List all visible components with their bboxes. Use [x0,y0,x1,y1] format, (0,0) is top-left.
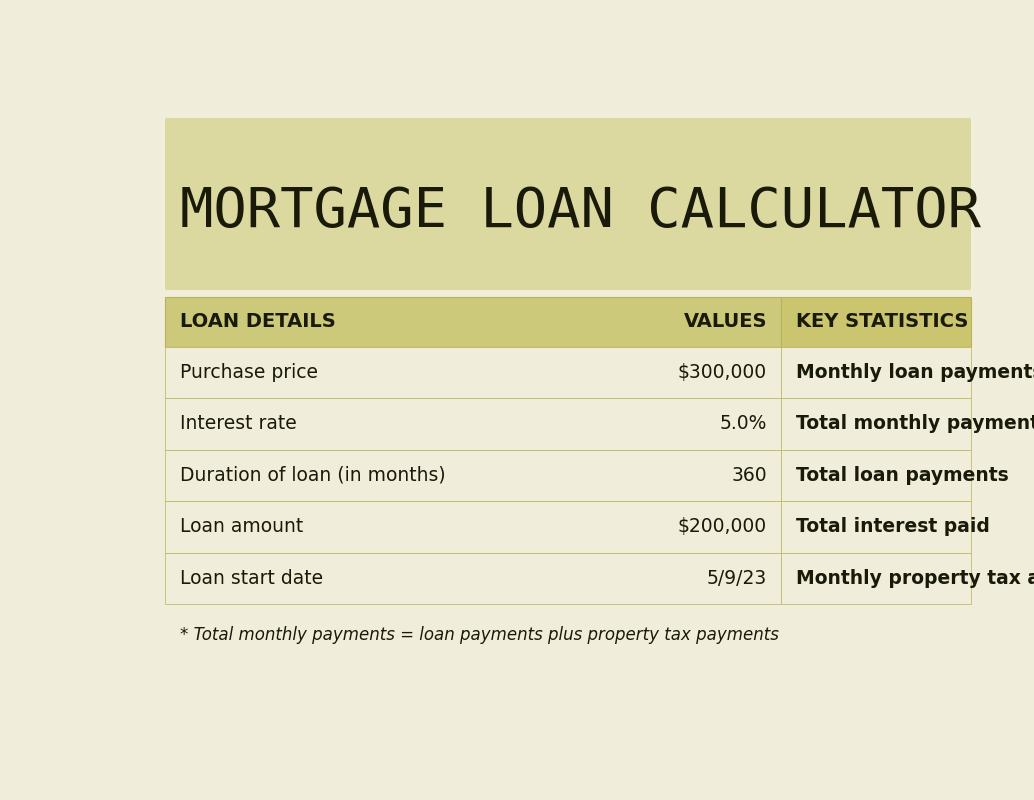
Bar [165,501,782,553]
Bar [165,553,782,604]
Bar [165,118,971,290]
Text: $300,000: $300,000 [678,362,767,382]
Bar [782,553,971,604]
Text: Monthly property tax a: Monthly property tax a [796,569,1034,588]
Bar [782,298,971,346]
Text: KEY STATISTICS: KEY STATISTICS [796,313,968,331]
Text: Purchase price: Purchase price [180,362,317,382]
Bar [782,450,971,501]
Bar [165,346,782,398]
Text: Loan start date: Loan start date [180,569,323,588]
Text: Loan amount: Loan amount [180,518,303,536]
Text: VALUES: VALUES [683,313,767,331]
Text: Total loan payments: Total loan payments [796,466,1008,485]
Bar [782,501,971,553]
Bar [782,398,971,450]
Text: Total monthly payments*: Total monthly payments* [796,414,1034,434]
Text: 5.0%: 5.0% [720,414,767,434]
Text: 360: 360 [731,466,767,485]
Bar [782,346,971,398]
Bar [165,298,782,346]
Text: 5/9/23: 5/9/23 [706,569,767,588]
Bar [165,398,782,450]
Text: Monthly loan payments: Monthly loan payments [796,362,1034,382]
Text: MORTGAGE LOAN CALCULATOR: MORTGAGE LOAN CALCULATOR [180,186,980,239]
Text: Interest rate: Interest rate [180,414,297,434]
Text: * Total monthly payments = loan payments plus property tax payments: * Total monthly payments = loan payments… [180,626,779,644]
Text: Duration of loan (in months): Duration of loan (in months) [180,466,446,485]
Text: LOAN DETAILS: LOAN DETAILS [180,313,335,331]
Bar [165,450,782,501]
Text: $200,000: $200,000 [678,518,767,536]
Text: Total interest paid: Total interest paid [796,518,990,536]
